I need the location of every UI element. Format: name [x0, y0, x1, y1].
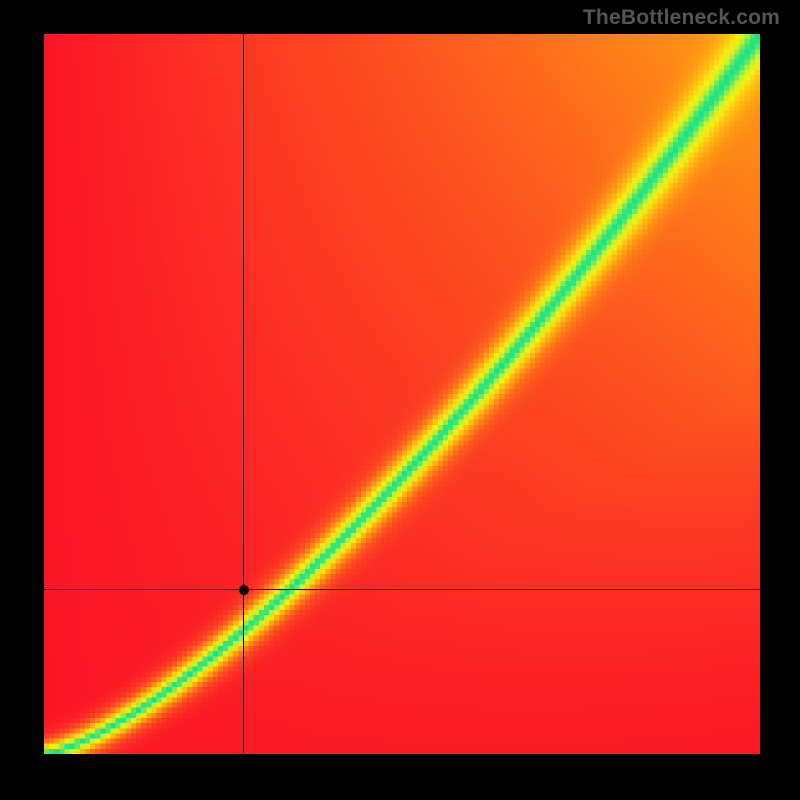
heatmap-plot [44, 34, 760, 754]
crosshair-vertical [243, 34, 244, 754]
crosshair-horizontal [44, 589, 760, 590]
figure-container: { "canvas": { "width": 800, "height": 80… [0, 0, 800, 800]
crosshair-marker [239, 585, 249, 595]
watermark-text: TheBottleneck.com [583, 6, 780, 30]
